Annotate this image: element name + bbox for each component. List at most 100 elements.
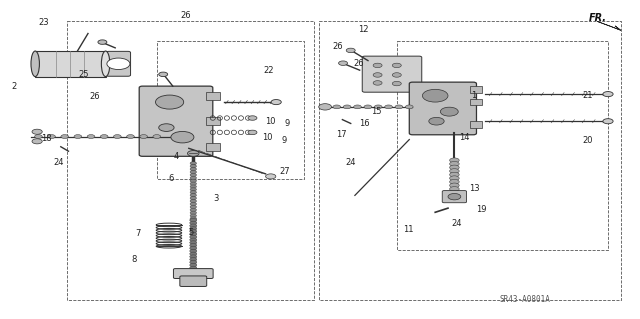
Circle shape bbox=[373, 81, 382, 85]
Circle shape bbox=[190, 167, 196, 171]
Circle shape bbox=[190, 199, 196, 203]
Text: 19: 19 bbox=[476, 205, 486, 214]
Circle shape bbox=[449, 176, 460, 181]
Circle shape bbox=[385, 105, 392, 109]
Text: 23: 23 bbox=[38, 18, 49, 27]
FancyBboxPatch shape bbox=[410, 82, 476, 135]
Circle shape bbox=[189, 227, 197, 230]
Circle shape bbox=[189, 219, 197, 222]
Circle shape bbox=[189, 233, 197, 236]
Circle shape bbox=[87, 135, 95, 138]
Circle shape bbox=[32, 139, 42, 144]
FancyBboxPatch shape bbox=[140, 86, 212, 156]
FancyBboxPatch shape bbox=[442, 190, 467, 203]
Circle shape bbox=[248, 116, 257, 120]
FancyBboxPatch shape bbox=[173, 269, 213, 278]
Bar bbox=[206, 92, 220, 100]
Text: 14: 14 bbox=[460, 133, 470, 142]
Circle shape bbox=[440, 107, 458, 116]
Circle shape bbox=[449, 161, 460, 166]
Circle shape bbox=[190, 214, 196, 217]
Bar bbox=[206, 117, 220, 125]
Circle shape bbox=[189, 277, 197, 281]
Circle shape bbox=[190, 217, 196, 220]
Text: 7: 7 bbox=[135, 229, 140, 238]
Circle shape bbox=[189, 252, 197, 256]
Text: 27: 27 bbox=[280, 167, 290, 176]
Text: 17: 17 bbox=[337, 130, 347, 139]
Circle shape bbox=[190, 176, 196, 180]
Circle shape bbox=[190, 170, 196, 174]
Text: 4: 4 bbox=[174, 152, 179, 161]
Circle shape bbox=[74, 135, 82, 138]
Text: 6: 6 bbox=[169, 174, 174, 183]
Circle shape bbox=[449, 179, 460, 184]
Circle shape bbox=[190, 202, 196, 205]
Circle shape bbox=[189, 272, 197, 275]
Text: SR43-A0801A: SR43-A0801A bbox=[499, 295, 550, 304]
Circle shape bbox=[190, 188, 196, 191]
Circle shape bbox=[190, 179, 196, 182]
Bar bbox=[206, 143, 220, 151]
Circle shape bbox=[190, 165, 196, 168]
Circle shape bbox=[429, 117, 444, 125]
Circle shape bbox=[189, 235, 197, 239]
Circle shape bbox=[190, 191, 196, 194]
Circle shape bbox=[189, 224, 197, 227]
Text: 8: 8 bbox=[132, 256, 137, 264]
Text: 9: 9 bbox=[282, 136, 287, 145]
Circle shape bbox=[189, 263, 197, 267]
Circle shape bbox=[140, 135, 147, 138]
Circle shape bbox=[392, 63, 401, 68]
Text: 25: 25 bbox=[78, 70, 88, 78]
Circle shape bbox=[189, 258, 197, 261]
Circle shape bbox=[422, 89, 448, 102]
Text: 5: 5 bbox=[188, 228, 193, 237]
Text: 26: 26 bbox=[333, 42, 343, 51]
Circle shape bbox=[266, 174, 276, 179]
Text: 20: 20 bbox=[582, 137, 593, 145]
Circle shape bbox=[364, 105, 372, 109]
Circle shape bbox=[248, 130, 257, 135]
Text: 1: 1 bbox=[471, 91, 476, 100]
Circle shape bbox=[406, 105, 413, 109]
Circle shape bbox=[190, 211, 196, 214]
Circle shape bbox=[189, 247, 197, 250]
Text: 24: 24 bbox=[452, 219, 462, 228]
FancyBboxPatch shape bbox=[106, 51, 131, 76]
Ellipse shape bbox=[101, 51, 110, 77]
Polygon shape bbox=[597, 21, 621, 30]
Circle shape bbox=[323, 105, 330, 109]
Circle shape bbox=[189, 241, 197, 244]
Circle shape bbox=[319, 104, 332, 110]
Circle shape bbox=[373, 63, 382, 68]
Text: 12: 12 bbox=[358, 25, 369, 34]
Circle shape bbox=[449, 187, 460, 191]
Text: 3: 3 bbox=[214, 194, 219, 203]
FancyBboxPatch shape bbox=[362, 56, 422, 92]
Circle shape bbox=[156, 95, 184, 109]
Circle shape bbox=[449, 172, 460, 177]
Text: 13: 13 bbox=[470, 184, 480, 193]
Circle shape bbox=[48, 135, 56, 138]
Circle shape bbox=[100, 135, 108, 138]
Circle shape bbox=[190, 194, 196, 197]
Text: 10: 10 bbox=[262, 133, 273, 142]
Circle shape bbox=[98, 40, 107, 44]
Text: 24: 24 bbox=[346, 158, 356, 167]
Circle shape bbox=[346, 48, 355, 53]
Circle shape bbox=[190, 208, 196, 211]
Circle shape bbox=[113, 135, 121, 138]
FancyBboxPatch shape bbox=[180, 276, 207, 286]
Circle shape bbox=[32, 129, 42, 134]
Circle shape bbox=[449, 169, 460, 174]
Text: 16: 16 bbox=[360, 119, 370, 128]
Text: 26: 26 bbox=[353, 59, 364, 68]
Text: 26: 26 bbox=[180, 11, 191, 20]
Bar bbox=[470, 99, 481, 105]
Bar bbox=[470, 86, 481, 93]
Circle shape bbox=[189, 266, 197, 270]
Circle shape bbox=[333, 105, 340, 109]
Circle shape bbox=[189, 244, 197, 247]
Circle shape bbox=[392, 73, 401, 77]
